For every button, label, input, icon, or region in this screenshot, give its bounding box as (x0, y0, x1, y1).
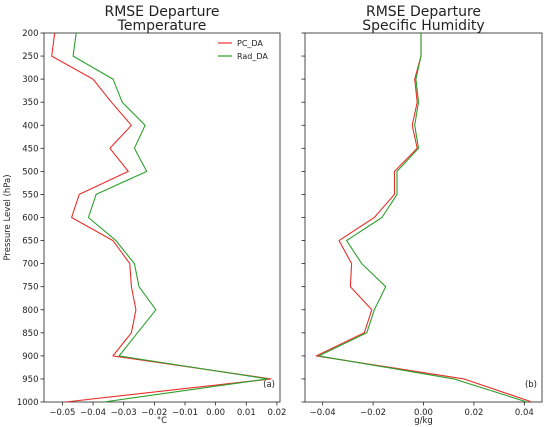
x-tick-label: 0.02 (464, 408, 483, 418)
chart-title-line: Temperature (117, 18, 207, 34)
legend: PC_DA Rad_DA (218, 39, 268, 61)
y-tick-label: 350 (22, 98, 38, 108)
chart-title-line: RMSE Departure (366, 4, 481, 20)
x-tick-label: −0.03 (111, 408, 137, 418)
plot-frame (43, 32, 281, 403)
x-tick-label: 0.04 (515, 408, 534, 418)
y-tick-label: 550 (22, 190, 38, 200)
x-tick-label: −0.05 (49, 408, 75, 418)
x-axis-label: g/kg (414, 416, 433, 426)
series-line-pc-da (51, 32, 272, 403)
y-tick-label: 200 (22, 29, 38, 39)
y-tick-label: 450 (22, 144, 38, 154)
y-tick-label: 300 (22, 75, 38, 85)
chart-title-line: RMSE Departure (104, 4, 219, 20)
x-tick-label: −0.02 (141, 408, 167, 418)
series-line-rad-da (318, 33, 528, 403)
y-tick-label: 650 (22, 237, 38, 247)
x-tick-label: −0.01 (172, 408, 198, 418)
y-tick-label: 400 (22, 121, 38, 131)
y-tick-label: 800 (22, 306, 38, 316)
y-tick-label: 850 (22, 329, 38, 339)
y-tick-label: 950 (22, 375, 38, 385)
x-tick-label: −0.04 (310, 408, 336, 418)
y-tick-label: 500 (22, 167, 38, 177)
chart-title-line: Specific Humidity (362, 18, 484, 34)
y-tick-label: 750 (22, 283, 38, 293)
y-tick-label: 1000 (17, 398, 39, 408)
x-tick-label: 0.00 (206, 408, 225, 418)
y-tick-label: 250 (22, 52, 38, 62)
y-tick-label: 700 (22, 260, 38, 270)
legend-entry: Rad_DA (237, 52, 268, 61)
x-tick-label: 0.01 (237, 408, 256, 418)
x-axis-label: °C (157, 416, 167, 426)
plot-frame (304, 32, 543, 403)
series-line-rad-da (72, 32, 269, 403)
x-tick-label: 0.02 (267, 408, 286, 418)
x-tick-label: −0.02 (360, 408, 386, 418)
x-tick-label: −0.04 (80, 408, 106, 418)
panel-label: (a) (263, 380, 275, 390)
y-tick-label: 600 (22, 214, 38, 224)
legend-entry: PC_DA (237, 39, 263, 48)
y-tick-label: 900 (22, 352, 38, 362)
x-tick-label: 0.00 (414, 408, 433, 418)
y-axis-label: Pressure Level (hPa) (3, 174, 13, 260)
panel-label: (b) (525, 380, 537, 390)
series-line-pc-da (315, 33, 533, 403)
